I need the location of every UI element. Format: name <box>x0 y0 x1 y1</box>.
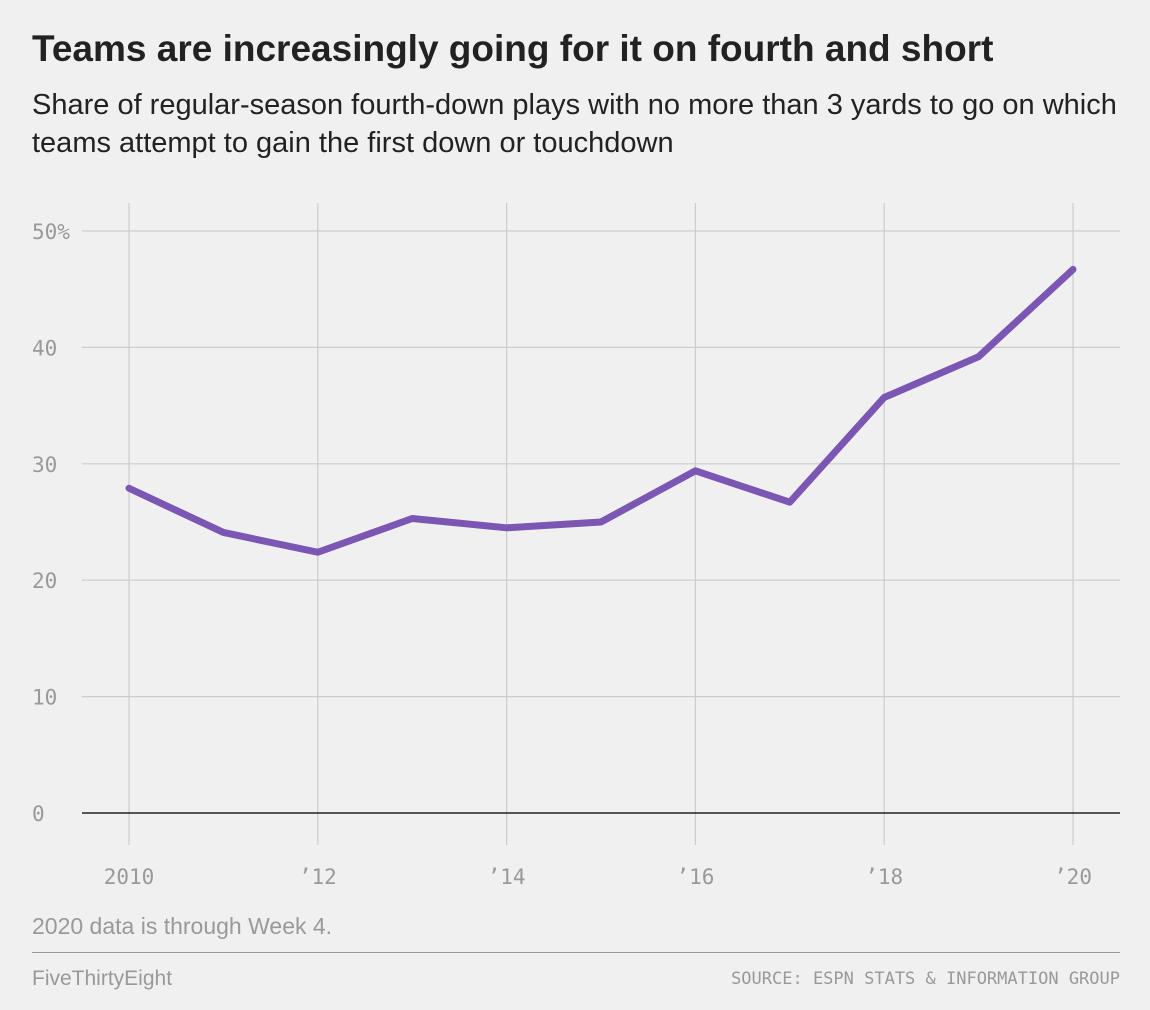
x-tick-label: ’12 <box>299 865 337 889</box>
x-tick-label: ’14 <box>488 865 526 889</box>
chart-title: Teams are increasingly going for it on f… <box>32 28 994 69</box>
data-point <box>1070 266 1077 273</box>
brand-label: FiveThirtyEight <box>32 967 173 990</box>
data-point <box>786 499 793 506</box>
data-point <box>126 485 133 492</box>
data-series-line <box>125 265 1077 556</box>
data-point <box>314 549 321 556</box>
data-point <box>220 529 227 536</box>
data-point <box>975 353 982 360</box>
chart-note: 2020 data is through Week 4. <box>32 913 333 939</box>
source-label: SOURCE: ESPN STATS & INFORMATION GROUP <box>731 969 1120 989</box>
chart-subtitle: Share of regular-season fourth-down play… <box>32 89 1117 159</box>
data-point <box>881 394 888 401</box>
footer-divider <box>32 952 1120 953</box>
data-point <box>503 524 510 531</box>
y-tick-label: 20 <box>32 569 57 593</box>
x-tick-label: ’20 <box>1054 865 1092 889</box>
series-layer <box>125 265 1077 556</box>
grid-layer <box>82 203 1120 845</box>
y-tick-label: 0 <box>32 802 45 826</box>
y-tick-label: 10 <box>32 686 57 710</box>
axis-layer: 0 10 20 30 40 50% 2010 ’12 ’14 ’16 ’18 ’20 <box>32 220 1092 889</box>
data-point <box>409 515 416 522</box>
x-tick-label: 2010 <box>104 865 155 889</box>
x-tick-label: ’16 <box>676 865 714 889</box>
y-tick-label: 40 <box>32 336 57 360</box>
data-point <box>598 519 605 526</box>
x-tick-label: ’18 <box>865 865 903 889</box>
y-tick-label: 50% <box>32 220 70 244</box>
data-point <box>692 467 699 474</box>
y-tick-label: 30 <box>32 453 57 477</box>
